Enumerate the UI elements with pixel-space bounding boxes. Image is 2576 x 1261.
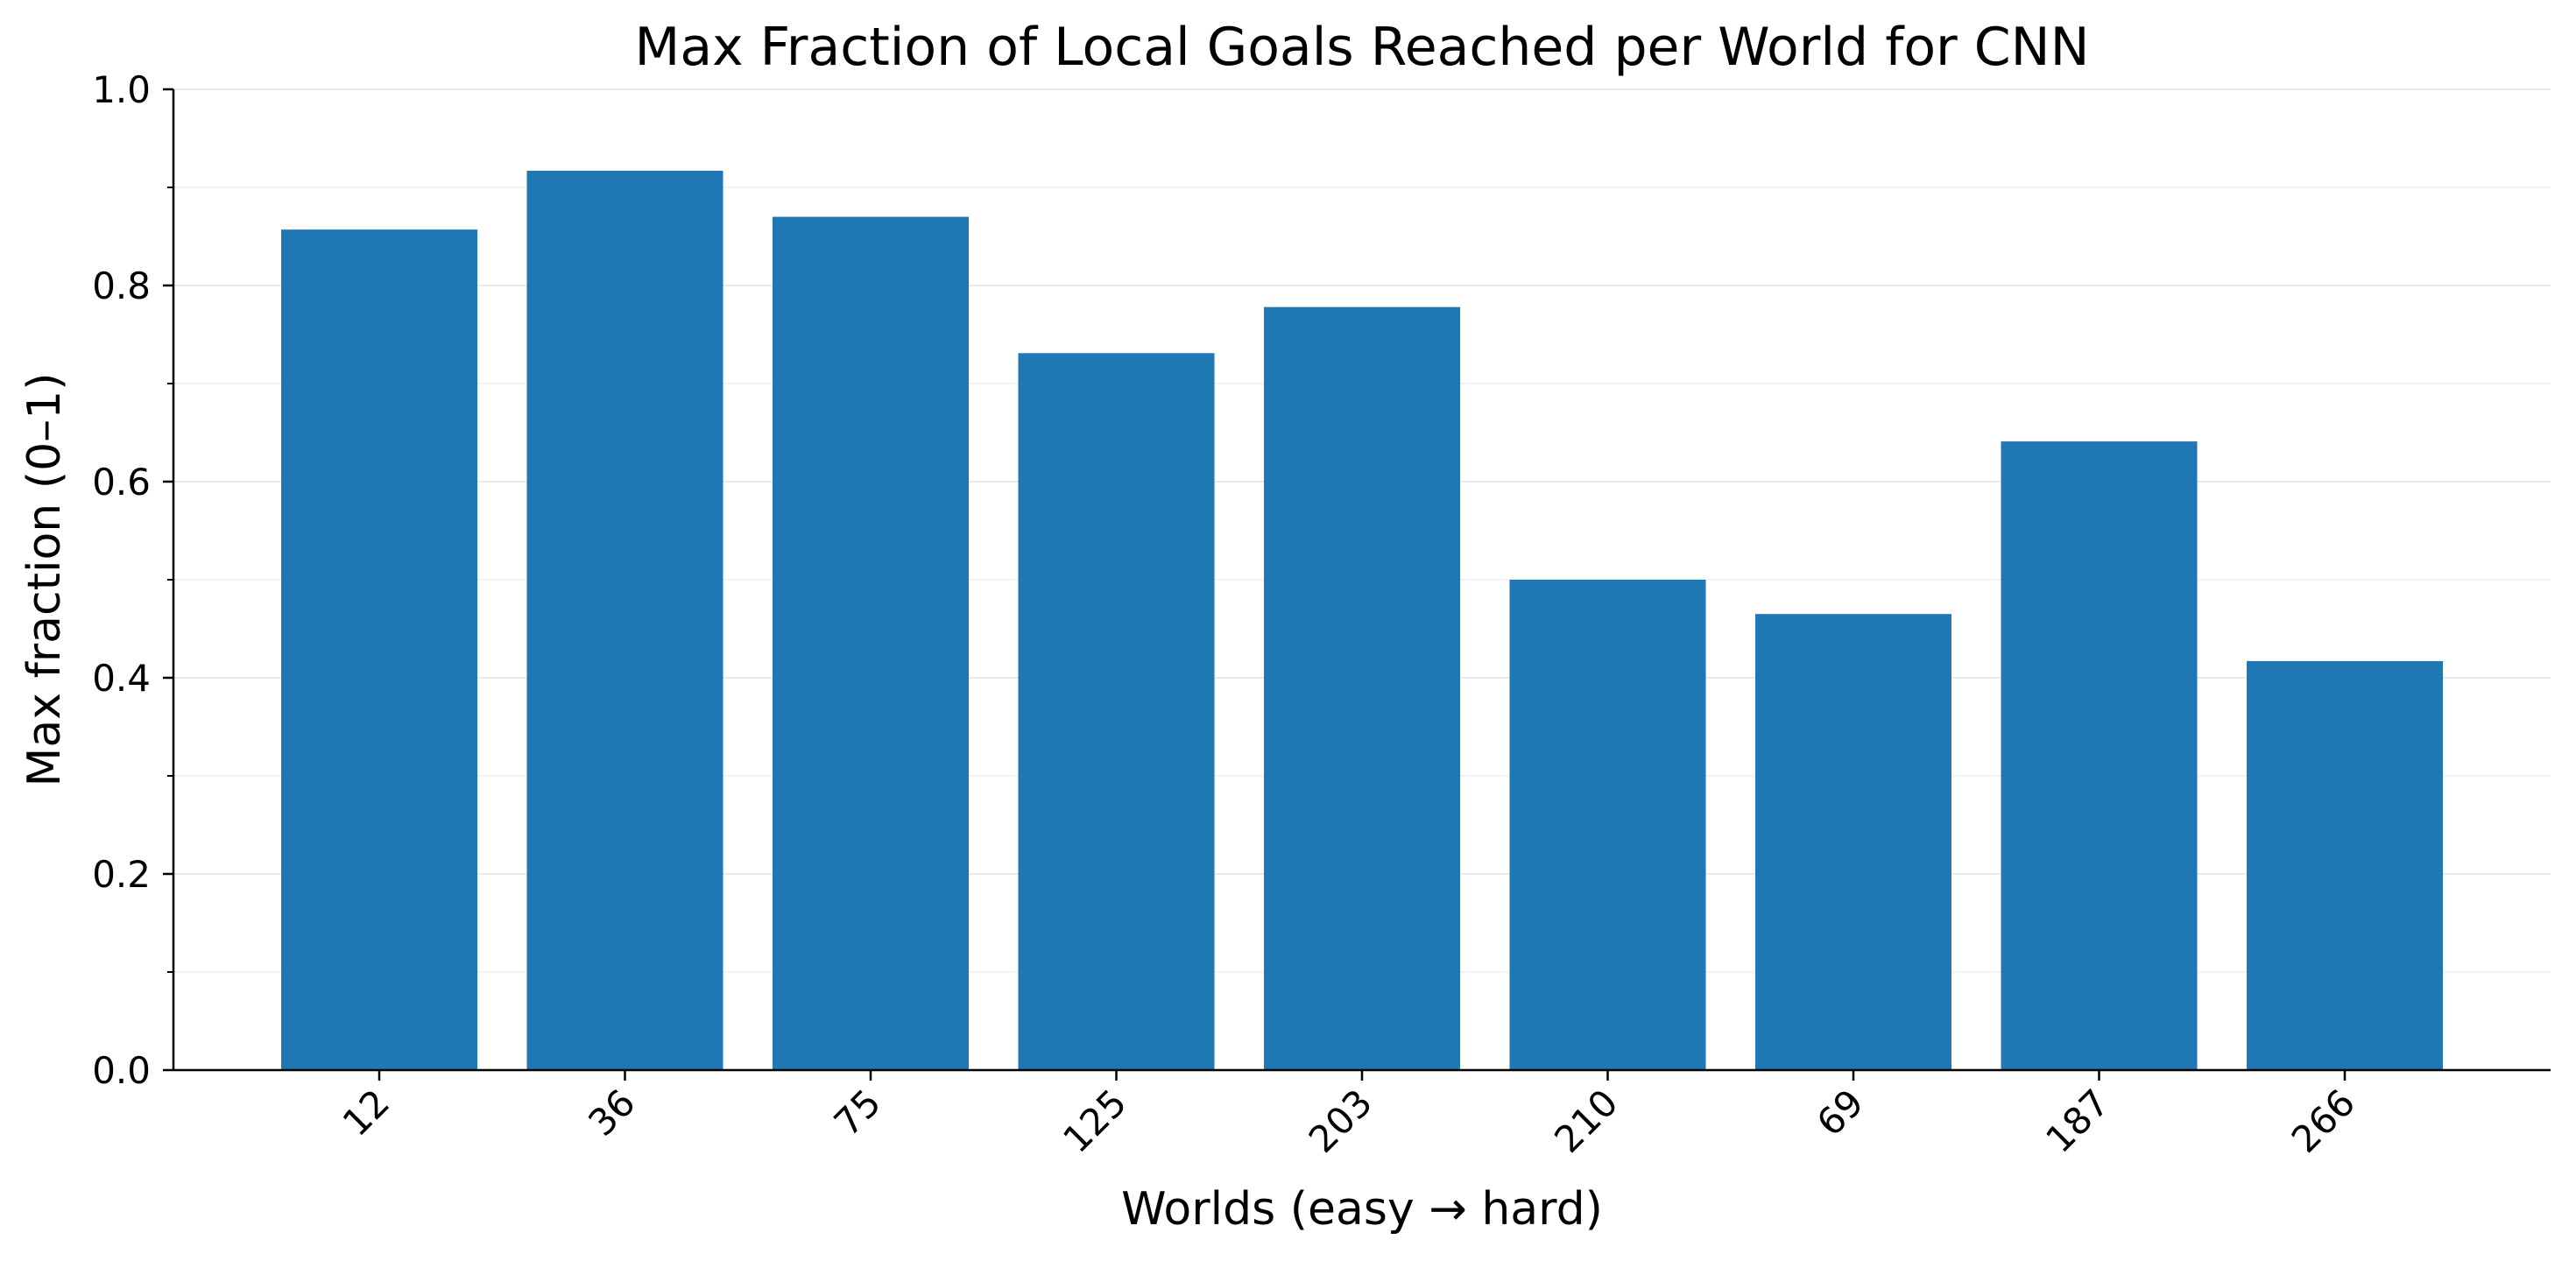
x-tick-label: 266 [2283, 1081, 2363, 1160]
x-tick-label: 69 [1809, 1081, 1872, 1144]
y-axis-label: Max fraction (0–1) [18, 372, 71, 786]
bar-187 [2001, 441, 2198, 1071]
x-tick-label: 125 [1055, 1081, 1134, 1160]
bar-203 [1264, 306, 1460, 1070]
bars [281, 170, 2443, 1071]
x-tick-label: 187 [2037, 1081, 2117, 1160]
y-tick-label: 0.2 [92, 853, 151, 896]
y-tick-label: 0.0 [92, 1049, 151, 1092]
y-tick-label: 1.0 [92, 68, 151, 111]
bar-69 [1755, 614, 1951, 1070]
x-tick-label: 12 [335, 1081, 398, 1144]
x-tick-label: 36 [580, 1081, 643, 1144]
y-tick-label: 0.8 [92, 264, 151, 307]
bar-75 [773, 216, 969, 1071]
bar-210 [1509, 580, 1706, 1070]
bar-125 [1018, 353, 1215, 1070]
x-tick-label: 210 [1546, 1081, 1626, 1160]
axes [163, 88, 2551, 1081]
x-tick-label: 75 [826, 1081, 889, 1144]
bar-36 [526, 170, 723, 1071]
y-tick-label: 0.4 [92, 657, 151, 700]
chart-title: Max Fraction of Local Goals Reached per … [635, 17, 2090, 78]
bar-12 [281, 229, 477, 1070]
bar-266 [2247, 660, 2443, 1070]
x-axis-label: Worlds (easy → hard) [1121, 1183, 1603, 1236]
x-tick-label: 203 [1301, 1081, 1380, 1160]
y-tick-label: 0.6 [92, 461, 151, 504]
